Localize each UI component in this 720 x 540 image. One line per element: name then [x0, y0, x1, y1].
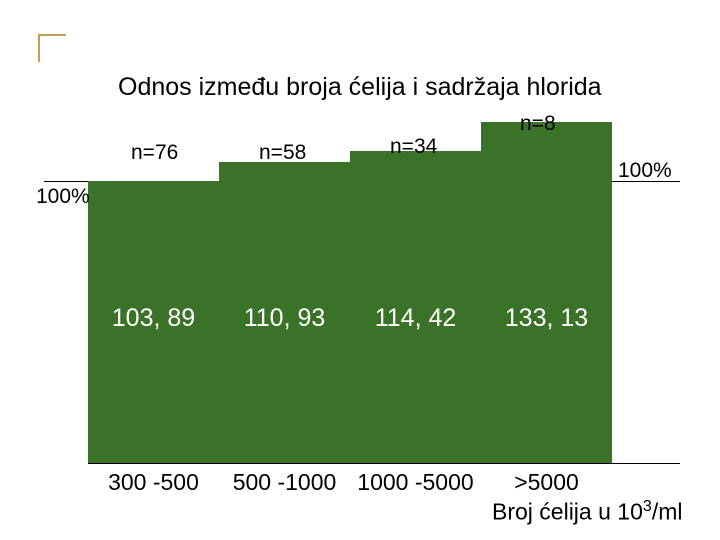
- x-axis-title-suffix: /ml: [652, 499, 683, 525]
- n-label-1: n=58: [259, 141, 306, 165]
- n-label-2: n=34: [390, 135, 437, 159]
- ref-right-label: 100%: [618, 159, 672, 183]
- chart-title: Odnos između broja ćelija i sadržaja hlo…: [118, 73, 602, 102]
- x-label-3: >5000: [481, 469, 612, 496]
- value-label-0: 103, 89: [88, 304, 219, 333]
- n-label-3: n=8: [520, 112, 556, 136]
- value-label-1: 110, 93: [219, 304, 350, 333]
- x-axis-baseline: [88, 463, 680, 464]
- x-axis-title: Broj ćelija u 103/ml: [492, 497, 682, 526]
- value-label-3: 133, 13: [481, 304, 612, 333]
- n-label-0: n=76: [131, 141, 178, 165]
- ref-line-left: [44, 181, 88, 182]
- corner-frame: [38, 34, 66, 62]
- x-axis-title-prefix: Broj ćelija u 10: [492, 499, 643, 525]
- bar-3: [481, 122, 612, 463]
- slide: Odnos između broja ćelija i sadržaja hlo…: [0, 0, 720, 540]
- value-label-2: 114, 42: [350, 304, 481, 333]
- x-label-0: 300 -500: [88, 469, 219, 496]
- x-label-2: 1000 -5000: [350, 469, 481, 496]
- x-label-1: 500 -1000: [219, 469, 350, 496]
- x-axis-title-sup: 3: [643, 497, 652, 515]
- ref-left-label: 100%: [36, 185, 90, 209]
